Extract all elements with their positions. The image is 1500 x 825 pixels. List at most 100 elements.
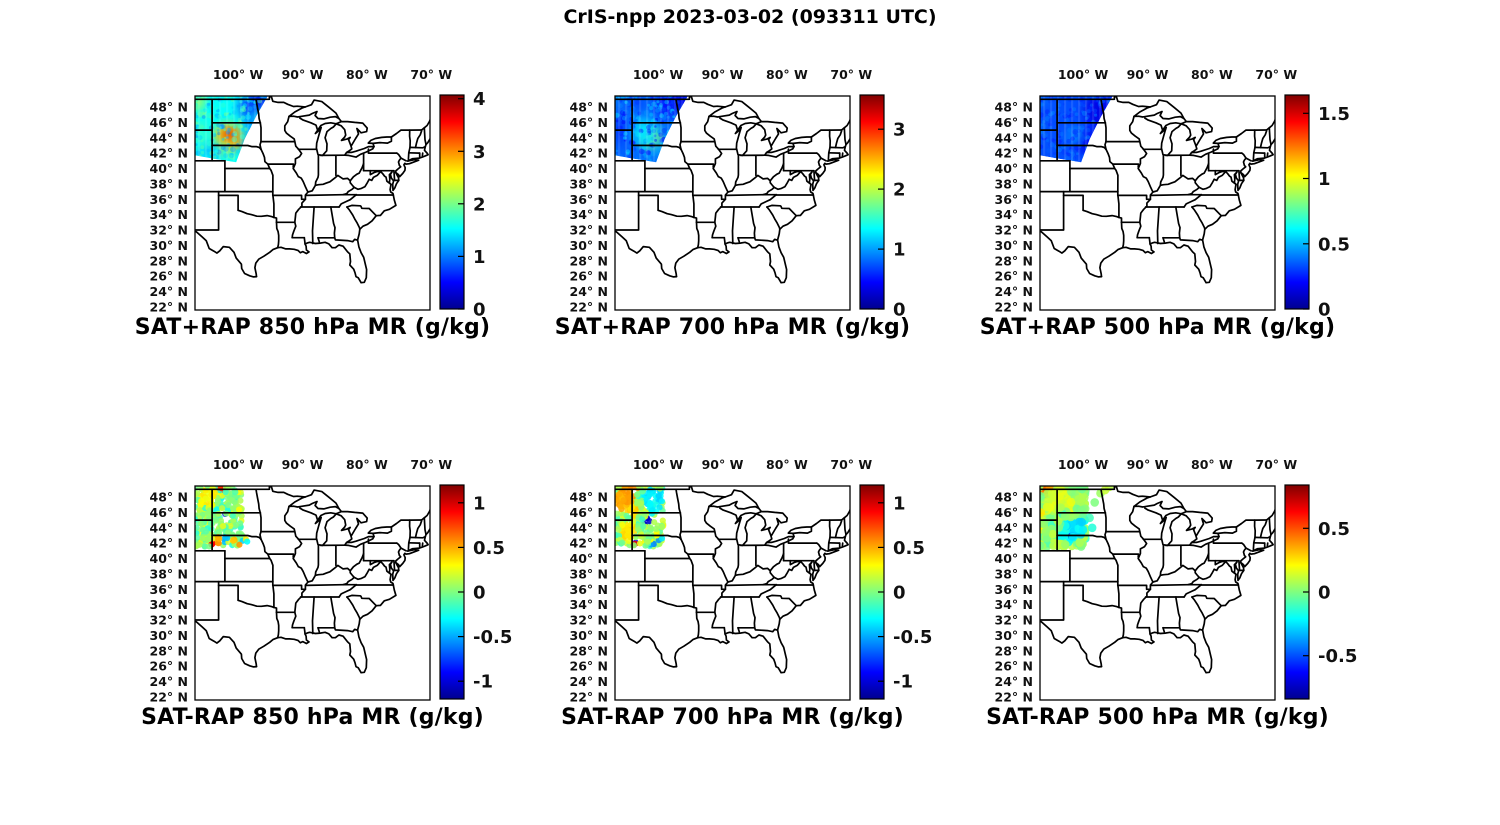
colorbar-tick-label: -1: [893, 672, 913, 693]
state-borders: [195, 96, 430, 284]
lat-tick-label: 34° N: [995, 597, 1033, 612]
panel-title-500-difference: SAT-RAP 500 hPa MR (g/kg): [986, 705, 1329, 730]
lat-tick-label: 38° N: [995, 566, 1033, 581]
lat-tick-label: 30° N: [995, 628, 1033, 643]
colorbar-tick-label: 2: [473, 194, 486, 215]
lat-tick-label: 26° N: [570, 269, 608, 284]
colorbar: 0 0.5 1 1.5: [1284, 94, 1350, 321]
colorbar-tick-label: 1: [1318, 169, 1331, 190]
lat-tick-label: 30° N: [570, 238, 608, 253]
panel-sat-plus-rap-850: 100° W 90° W 80° W 70° W 48° N 46° N 44° N 42° …: [120, 55, 540, 390]
colorbar-tick-label: 0: [473, 583, 486, 604]
lat-tick-label: 48° N: [995, 100, 1033, 115]
lat-tick-label: 26° N: [150, 269, 188, 284]
lon-tick-label: 70° W: [1255, 457, 1297, 472]
lat-tick-label: 22° N: [570, 689, 608, 704]
lon-tick-label: 90° W: [702, 67, 744, 82]
lat-tick-label: 26° N: [150, 659, 188, 674]
lat-tick-label: 46° N: [570, 505, 608, 520]
colorbar-tick-label: -0.5: [1318, 646, 1357, 667]
lat-tick-label: 40° N: [150, 161, 188, 176]
panel-sat-plus-rap-700: 100° W 90° W 80° W 70° W 48° N 46° N 44° N 42° …: [540, 55, 960, 390]
lon-tick-label: 90° W: [1127, 67, 1169, 82]
colorbar-tick-label: -1: [473, 672, 493, 693]
map-frame: [1039, 95, 1276, 311]
lat-tick-label: 36° N: [150, 192, 188, 207]
axis-labels: 100° W 90° W 80° W 70° W 48° N46° N44° N42° …: [995, 67, 1298, 314]
lon-tick-label: 100° W: [633, 457, 684, 472]
lat-tick-label: 24° N: [150, 284, 188, 299]
map-chart-700-difference: 100° W 90° W 80° W 70° W 48° N46° N44° N42° …: [570, 457, 933, 704]
lat-tick-label: 28° N: [150, 643, 188, 658]
lat-tick-label: 38° N: [570, 176, 608, 191]
colorbar-tick-label: 0.5: [473, 538, 505, 559]
lat-tick-label: 24° N: [570, 284, 608, 299]
panel-sat-minus-rap-500: 100° W 90° W 80° W 70° W 48° N 46° N 44° N 42° …: [965, 445, 1385, 780]
lat-tick-label: 22° N: [570, 299, 608, 314]
lat-tick-label: 42° N: [150, 536, 188, 551]
lat-tick-label: 46° N: [995, 115, 1033, 130]
lat-tick-label: 28° N: [995, 253, 1033, 268]
lat-tick-label: 26° N: [570, 659, 608, 674]
axis-labels: 100° W 90° W 80° W 70° W 48° N46° N44° N42° …: [570, 457, 873, 704]
lat-tick-label: 42° N: [570, 146, 608, 161]
colorbar-tick-label: 3: [473, 142, 486, 163]
data-layer: [195, 486, 251, 550]
lat-tick-label: 46° N: [995, 505, 1033, 520]
lat-tick-label: 44° N: [150, 520, 188, 535]
map-chart-500-analysis: 100° W 90° W 80° W 70° W 48° N46° N44° N42° …: [995, 67, 1350, 321]
lat-tick-label: 46° N: [570, 115, 608, 130]
colorbar: -1 -0.5 0 0.5 1: [439, 484, 512, 700]
lat-tick-label: 48° N: [150, 490, 188, 505]
lat-tick-label: 48° N: [150, 100, 188, 115]
colorbar-tick-label: 0: [1318, 300, 1331, 321]
colorbar-tick-label: 1: [893, 240, 906, 261]
colorbar-tick-label: 0.5: [1318, 519, 1350, 540]
lat-tick-label: 46° N: [150, 505, 188, 520]
lon-tick-label: 90° W: [702, 457, 744, 472]
lat-tick-label: 30° N: [150, 238, 188, 253]
lat-tick-label: 34° N: [150, 207, 188, 222]
colorbar: 0 1 2 3: [859, 94, 906, 321]
panel-sat-minus-rap-850: 100° W 90° W 80° W 70° W 48° N 46° N 44° N 42° …: [120, 445, 540, 780]
lat-tick-label: 44° N: [570, 130, 608, 145]
colorbar: 0 1 2 3 4: [439, 89, 486, 321]
state-borders: [1040, 96, 1275, 284]
panel-title-700-difference: SAT-RAP 700 hPa MR (g/kg): [561, 705, 904, 730]
colorbar-tick-label: 0: [893, 583, 906, 604]
lat-tick-label: 34° N: [995, 207, 1033, 222]
colorbar-tick-label: 3: [893, 120, 906, 141]
lat-tick-label: 34° N: [150, 597, 188, 612]
lon-tick-label: 100° W: [213, 67, 264, 82]
lon-tick-label: 80° W: [1191, 67, 1233, 82]
lat-tick-label: 42° N: [995, 146, 1033, 161]
panel-title-700-analysis: SAT+RAP 700 hPa MR (g/kg): [554, 315, 911, 340]
lon-tick-label: 70° W: [1255, 67, 1297, 82]
lat-tick-label: 40° N: [995, 551, 1033, 566]
lat-tick-label: 32° N: [150, 223, 188, 238]
lon-tick-label: 70° W: [410, 67, 452, 82]
lat-tick-label: 46° N: [150, 115, 188, 130]
colorbar-tick-label: 4: [473, 89, 486, 110]
lon-tick-label: 80° W: [766, 457, 808, 472]
lon-tick-label: 70° W: [410, 457, 452, 472]
colorbar-tick-label: 1: [473, 247, 486, 268]
lat-tick-label: 28° N: [570, 643, 608, 658]
lat-tick-label: 22° N: [150, 299, 188, 314]
lat-tick-label: 28° N: [995, 643, 1033, 658]
map-frame: [194, 485, 431, 701]
lat-tick-label: 24° N: [570, 674, 608, 689]
state-borders: [615, 96, 850, 284]
lat-tick-label: 38° N: [150, 566, 188, 581]
colorbar-tick-label: 0.5: [1318, 234, 1350, 255]
lat-tick-label: 48° N: [570, 490, 608, 505]
lat-tick-label: 32° N: [570, 223, 608, 238]
lat-tick-label: 44° N: [150, 130, 188, 145]
lat-tick-label: 40° N: [570, 161, 608, 176]
lat-tick-label: 38° N: [150, 176, 188, 191]
lat-tick-label: 24° N: [995, 674, 1033, 689]
lon-tick-label: 80° W: [346, 67, 388, 82]
lat-tick-label: 44° N: [995, 520, 1033, 535]
map-chart-500-difference: 100° W 90° W 80° W 70° W 48° N46° N44° N42° …: [995, 457, 1358, 704]
